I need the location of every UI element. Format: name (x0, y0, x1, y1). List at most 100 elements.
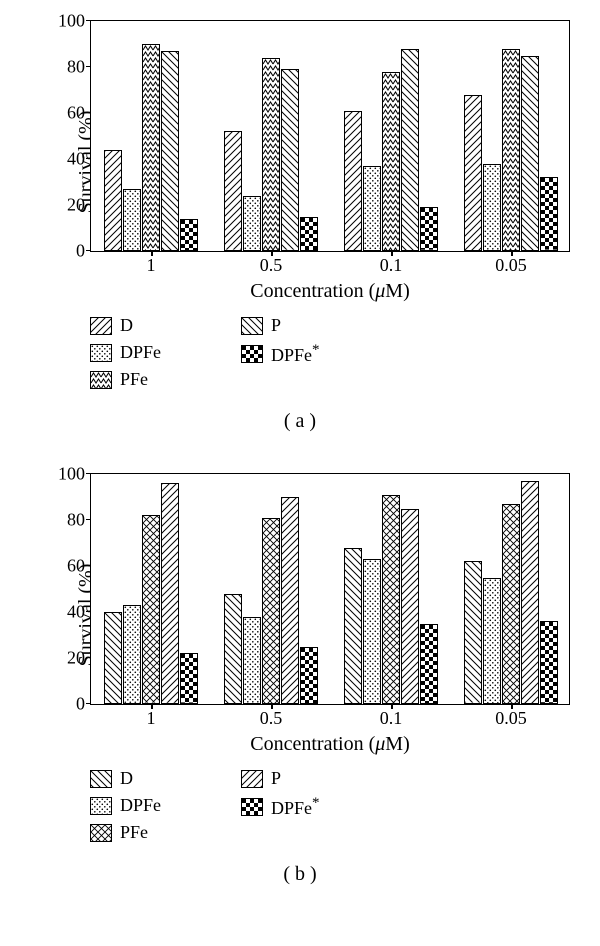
ytick-label: 20 (67, 648, 85, 669)
legend-item-DPFe: DPFe (90, 342, 161, 363)
x-axis-label: Concentration (μM) (90, 280, 570, 303)
bar-PFe (382, 495, 400, 704)
bar-PFe (262, 58, 280, 251)
legend-swatch-icon (241, 345, 263, 363)
ytick (86, 611, 91, 613)
ytick (86, 519, 91, 521)
bar-D (224, 131, 242, 251)
bar-P (401, 49, 419, 251)
legend-item-DPFe: DPFe (90, 795, 161, 816)
xtick-label: 1 (147, 708, 156, 729)
ytick-label: 0 (76, 694, 85, 715)
bar-PFe (382, 72, 400, 251)
xtick-label: 0.05 (495, 708, 527, 729)
bar-DPFe (483, 164, 501, 251)
xtick-label: 0.5 (260, 708, 283, 729)
legend-label: DPFe (120, 342, 161, 363)
bar-DPFeStar (300, 647, 318, 705)
legend-swatch-icon (90, 344, 112, 362)
bar-DPFe (483, 578, 501, 705)
legend-item-DPFeStar: DPFe* (241, 795, 320, 819)
bar-D (344, 548, 362, 704)
ytick (86, 204, 91, 206)
bar-PFe (502, 504, 520, 704)
ytick (86, 250, 91, 252)
ytick-label: 40 (67, 149, 85, 170)
legend-label: DPFe (120, 795, 161, 816)
bar-P (281, 497, 299, 704)
bar-D (224, 594, 242, 704)
legend-swatch-icon (90, 797, 112, 815)
bar-DPFeStar (180, 653, 198, 704)
legend-item-P: P (241, 768, 320, 789)
ytick (86, 703, 91, 705)
legend-label: DPFe* (271, 795, 320, 819)
bar-P (161, 483, 179, 704)
legend-swatch-icon (90, 317, 112, 335)
legend-label: PFe (120, 822, 148, 843)
bar-DPFe (363, 559, 381, 704)
ytick-label: 80 (67, 57, 85, 78)
bar-D (464, 95, 482, 251)
legend: D DPFe PFe P DPFe* (90, 768, 580, 843)
panel-a: Survival (%)02040608010010.50.10.05Conce… (20, 20, 580, 433)
xtick-label: 0.05 (495, 255, 527, 276)
bar-DPFe (243, 196, 261, 251)
bar-P (281, 69, 299, 251)
bar-D (464, 561, 482, 704)
bar-PFe (142, 44, 160, 251)
legend-swatch-icon (241, 770, 263, 788)
legend-swatch-icon (241, 798, 263, 816)
bar-DPFe (363, 166, 381, 251)
ytick (86, 112, 91, 114)
bar-DPFeStar (420, 207, 438, 251)
ytick (86, 565, 91, 567)
legend-swatch-icon (90, 770, 112, 788)
bar-D (104, 150, 122, 251)
bar-DPFeStar (540, 177, 558, 251)
ytick-label: 20 (67, 195, 85, 216)
bar-D (104, 612, 122, 704)
panel-tag: ( b ) (20, 863, 580, 886)
ytick (86, 473, 91, 475)
xtick-label: 0.5 (260, 255, 283, 276)
legend-item-PFe: PFe (90, 369, 161, 390)
bar-P (521, 56, 539, 252)
legend-label: D (120, 768, 133, 789)
legend-swatch-icon (241, 317, 263, 335)
ytick-label: 60 (67, 556, 85, 577)
bar-P (401, 509, 419, 705)
legend: D DPFe PFe P DPFe* (90, 315, 580, 390)
ytick-label: 60 (67, 103, 85, 124)
legend-swatch-icon (90, 824, 112, 842)
ytick-label: 80 (67, 510, 85, 531)
plot-area: 02040608010010.50.10.05 (90, 473, 570, 705)
bar-D (344, 111, 362, 251)
legend-item-P: P (241, 315, 320, 336)
bar-PFe (262, 518, 280, 704)
legend-item-D: D (90, 315, 161, 336)
bar-P (521, 481, 539, 704)
bar-DPFeStar (180, 219, 198, 251)
ytick (86, 158, 91, 160)
legend-label: PFe (120, 369, 148, 390)
legend-item-DPFeStar: DPFe* (241, 342, 320, 366)
ytick-label: 40 (67, 602, 85, 623)
bar-PFe (142, 515, 160, 704)
ytick (86, 657, 91, 659)
legend-label: P (271, 315, 281, 336)
panel-b: Survival (%)02040608010010.50.10.05Conce… (20, 473, 580, 886)
x-axis-label: Concentration (μM) (90, 733, 570, 756)
legend-label: D (120, 315, 133, 336)
legend-label: DPFe* (271, 342, 320, 366)
ytick-label: 100 (58, 464, 85, 485)
legend-item-PFe: PFe (90, 822, 161, 843)
legend-label: P (271, 768, 281, 789)
ytick (86, 66, 91, 68)
bar-DPFe (243, 617, 261, 704)
bar-P (161, 51, 179, 251)
bar-PFe (502, 49, 520, 251)
legend-swatch-icon (90, 371, 112, 389)
bar-DPFe (123, 189, 141, 251)
xtick-label: 0.1 (380, 708, 403, 729)
